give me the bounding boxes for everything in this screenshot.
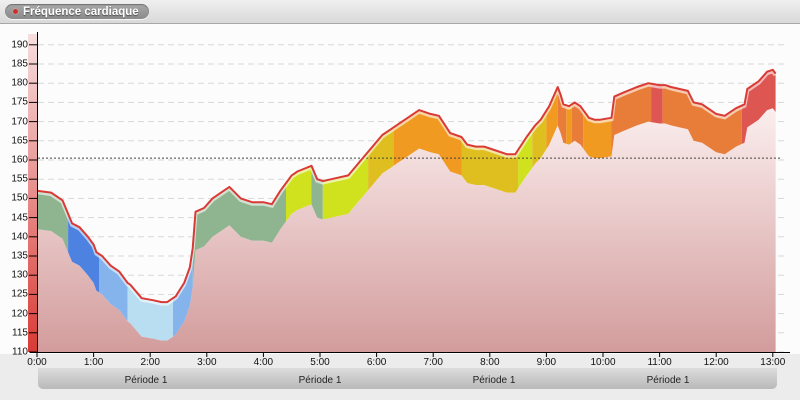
x-tick-label: 7:00 xyxy=(423,357,443,368)
zone-dark-orange-band xyxy=(662,85,742,155)
y-tick-label: 130 xyxy=(11,269,28,281)
x-tick-label: 1:00 xyxy=(83,357,104,368)
period-label[interactable]: Période 1 xyxy=(298,375,342,386)
zone-mid-blue-band xyxy=(172,248,193,337)
zone-grey-green-band xyxy=(192,183,286,287)
zone-dark-orange-band xyxy=(557,87,567,144)
y-tick-label: 155 xyxy=(11,173,28,185)
period-bar[interactable] xyxy=(38,368,777,389)
y-tick-label: 190 xyxy=(11,39,28,51)
zone-dark-orange-band xyxy=(571,102,584,149)
y-tick-label: 145 xyxy=(11,212,28,224)
period-label[interactable]: Période 1 xyxy=(124,375,168,386)
x-tick-label: 9:00 xyxy=(536,357,557,368)
y-tick-label: 140 xyxy=(11,231,28,243)
zone-scale-bar xyxy=(28,34,37,352)
x-tick-label: 11:00 xyxy=(647,357,672,368)
y-tick-label: 180 xyxy=(11,77,28,89)
zone-yellow-green-band xyxy=(518,129,533,189)
zone-red-band xyxy=(651,83,663,124)
zone-grey-green-band xyxy=(37,190,69,253)
record-dot-icon xyxy=(13,9,18,14)
x-tick-label: 6:00 xyxy=(366,357,387,368)
y-tick-label: 110 xyxy=(12,346,28,358)
x-tick-label: 13:00 xyxy=(760,357,786,368)
period-label[interactable]: Période 1 xyxy=(472,375,516,386)
x-tick-label: 8:00 xyxy=(480,357,500,368)
x-tick-label: 5:00 xyxy=(310,357,330,368)
y-tick-label: 135 xyxy=(11,250,28,262)
zone-orange-band xyxy=(566,104,572,145)
y-tick-label: 115 xyxy=(12,327,28,339)
zone-grey-green-band xyxy=(311,165,323,220)
line-highlight xyxy=(36,68,778,306)
zone-yellow-green-band xyxy=(286,165,312,222)
heart-rate-line xyxy=(36,68,777,304)
y-tick-label: 165 xyxy=(11,135,28,147)
x-tick-label: 3:00 xyxy=(197,357,217,368)
x-tick-label: 12:00 xyxy=(703,357,729,368)
zone-mid-blue-band xyxy=(99,254,128,322)
title-pill[interactable]: Fréquence cardiaque xyxy=(5,4,149,19)
area-fill xyxy=(37,108,776,352)
zone-mustard-band xyxy=(368,127,394,191)
zone-dark-orange-band xyxy=(611,83,652,157)
x-tick-label: 4:00 xyxy=(253,357,274,368)
x-tick-label: 0:00 xyxy=(27,357,47,368)
header-bar: Fréquence cardiaque xyxy=(0,0,800,24)
chart-title: Fréquence cardiaque xyxy=(23,5,139,18)
x-tick-label: 10:00 xyxy=(590,357,616,368)
y-tick-label: 185 xyxy=(11,58,28,70)
x-tick-label: 2:00 xyxy=(140,357,160,368)
zone-mustard-band xyxy=(461,137,519,193)
y-tick-label: 175 xyxy=(11,96,28,108)
y-tick-label: 125 xyxy=(11,288,28,300)
y-tick-label: 150 xyxy=(11,192,28,204)
y-tick-label: 160 xyxy=(11,154,28,166)
zone-orange-band xyxy=(546,87,558,150)
period-label[interactable]: Période 1 xyxy=(646,375,690,386)
zone-dark-blue-band xyxy=(68,213,100,293)
y-tick-label: 170 xyxy=(11,116,28,128)
y-tick-label: 120 xyxy=(11,308,28,320)
